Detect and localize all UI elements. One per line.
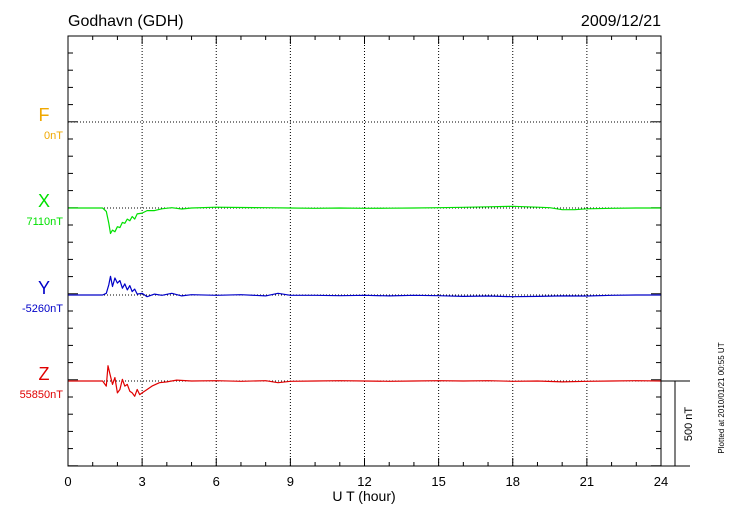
plotted-timestamp: Plotted at 2010/01/21 00:55 UT [717, 342, 726, 453]
x-tick-label: 12 [357, 474, 371, 489]
series-name-x: X [38, 191, 50, 211]
x-tick-label: 0 [64, 474, 71, 489]
x-axis-label: U T (hour) [332, 488, 395, 504]
grid [68, 36, 661, 466]
series-name-y: Y [38, 278, 50, 298]
plot-frame [67, 35, 662, 467]
series-baseline-f: 0nT [44, 130, 63, 142]
series-name-f: F [39, 105, 50, 125]
series-labels: F 0nT X 7110nT Y -5260nT Z 55850nT [20, 105, 64, 401]
series-baseline-x: 7110nT [27, 216, 64, 228]
series-line-y [68, 275, 661, 298]
x-tick-label: 3 [139, 474, 146, 489]
x-tick-label: 18 [506, 474, 520, 489]
series-lines [68, 205, 662, 397]
series-name-z: Z [39, 364, 50, 384]
x-tick-label: 24 [654, 474, 668, 489]
station-title: Godhavn (GDH) [68, 13, 184, 30]
series-line-z [68, 365, 662, 397]
x-tick-label: 6 [213, 474, 220, 489]
x-tick-label: 21 [580, 474, 594, 489]
series-line-x [68, 205, 661, 235]
series-baseline-z: 55850nT [20, 389, 64, 401]
axis-ticks: 0 3 6 9 12 15 18 21 24 [64, 36, 668, 489]
plot-date: 2009/12/21 [581, 13, 661, 30]
series-baseline-y: -5260nT [22, 303, 63, 315]
scale-bar-label: 500 nT [683, 407, 695, 442]
x-tick-label: 15 [431, 474, 445, 489]
x-tick-label: 9 [287, 474, 294, 489]
